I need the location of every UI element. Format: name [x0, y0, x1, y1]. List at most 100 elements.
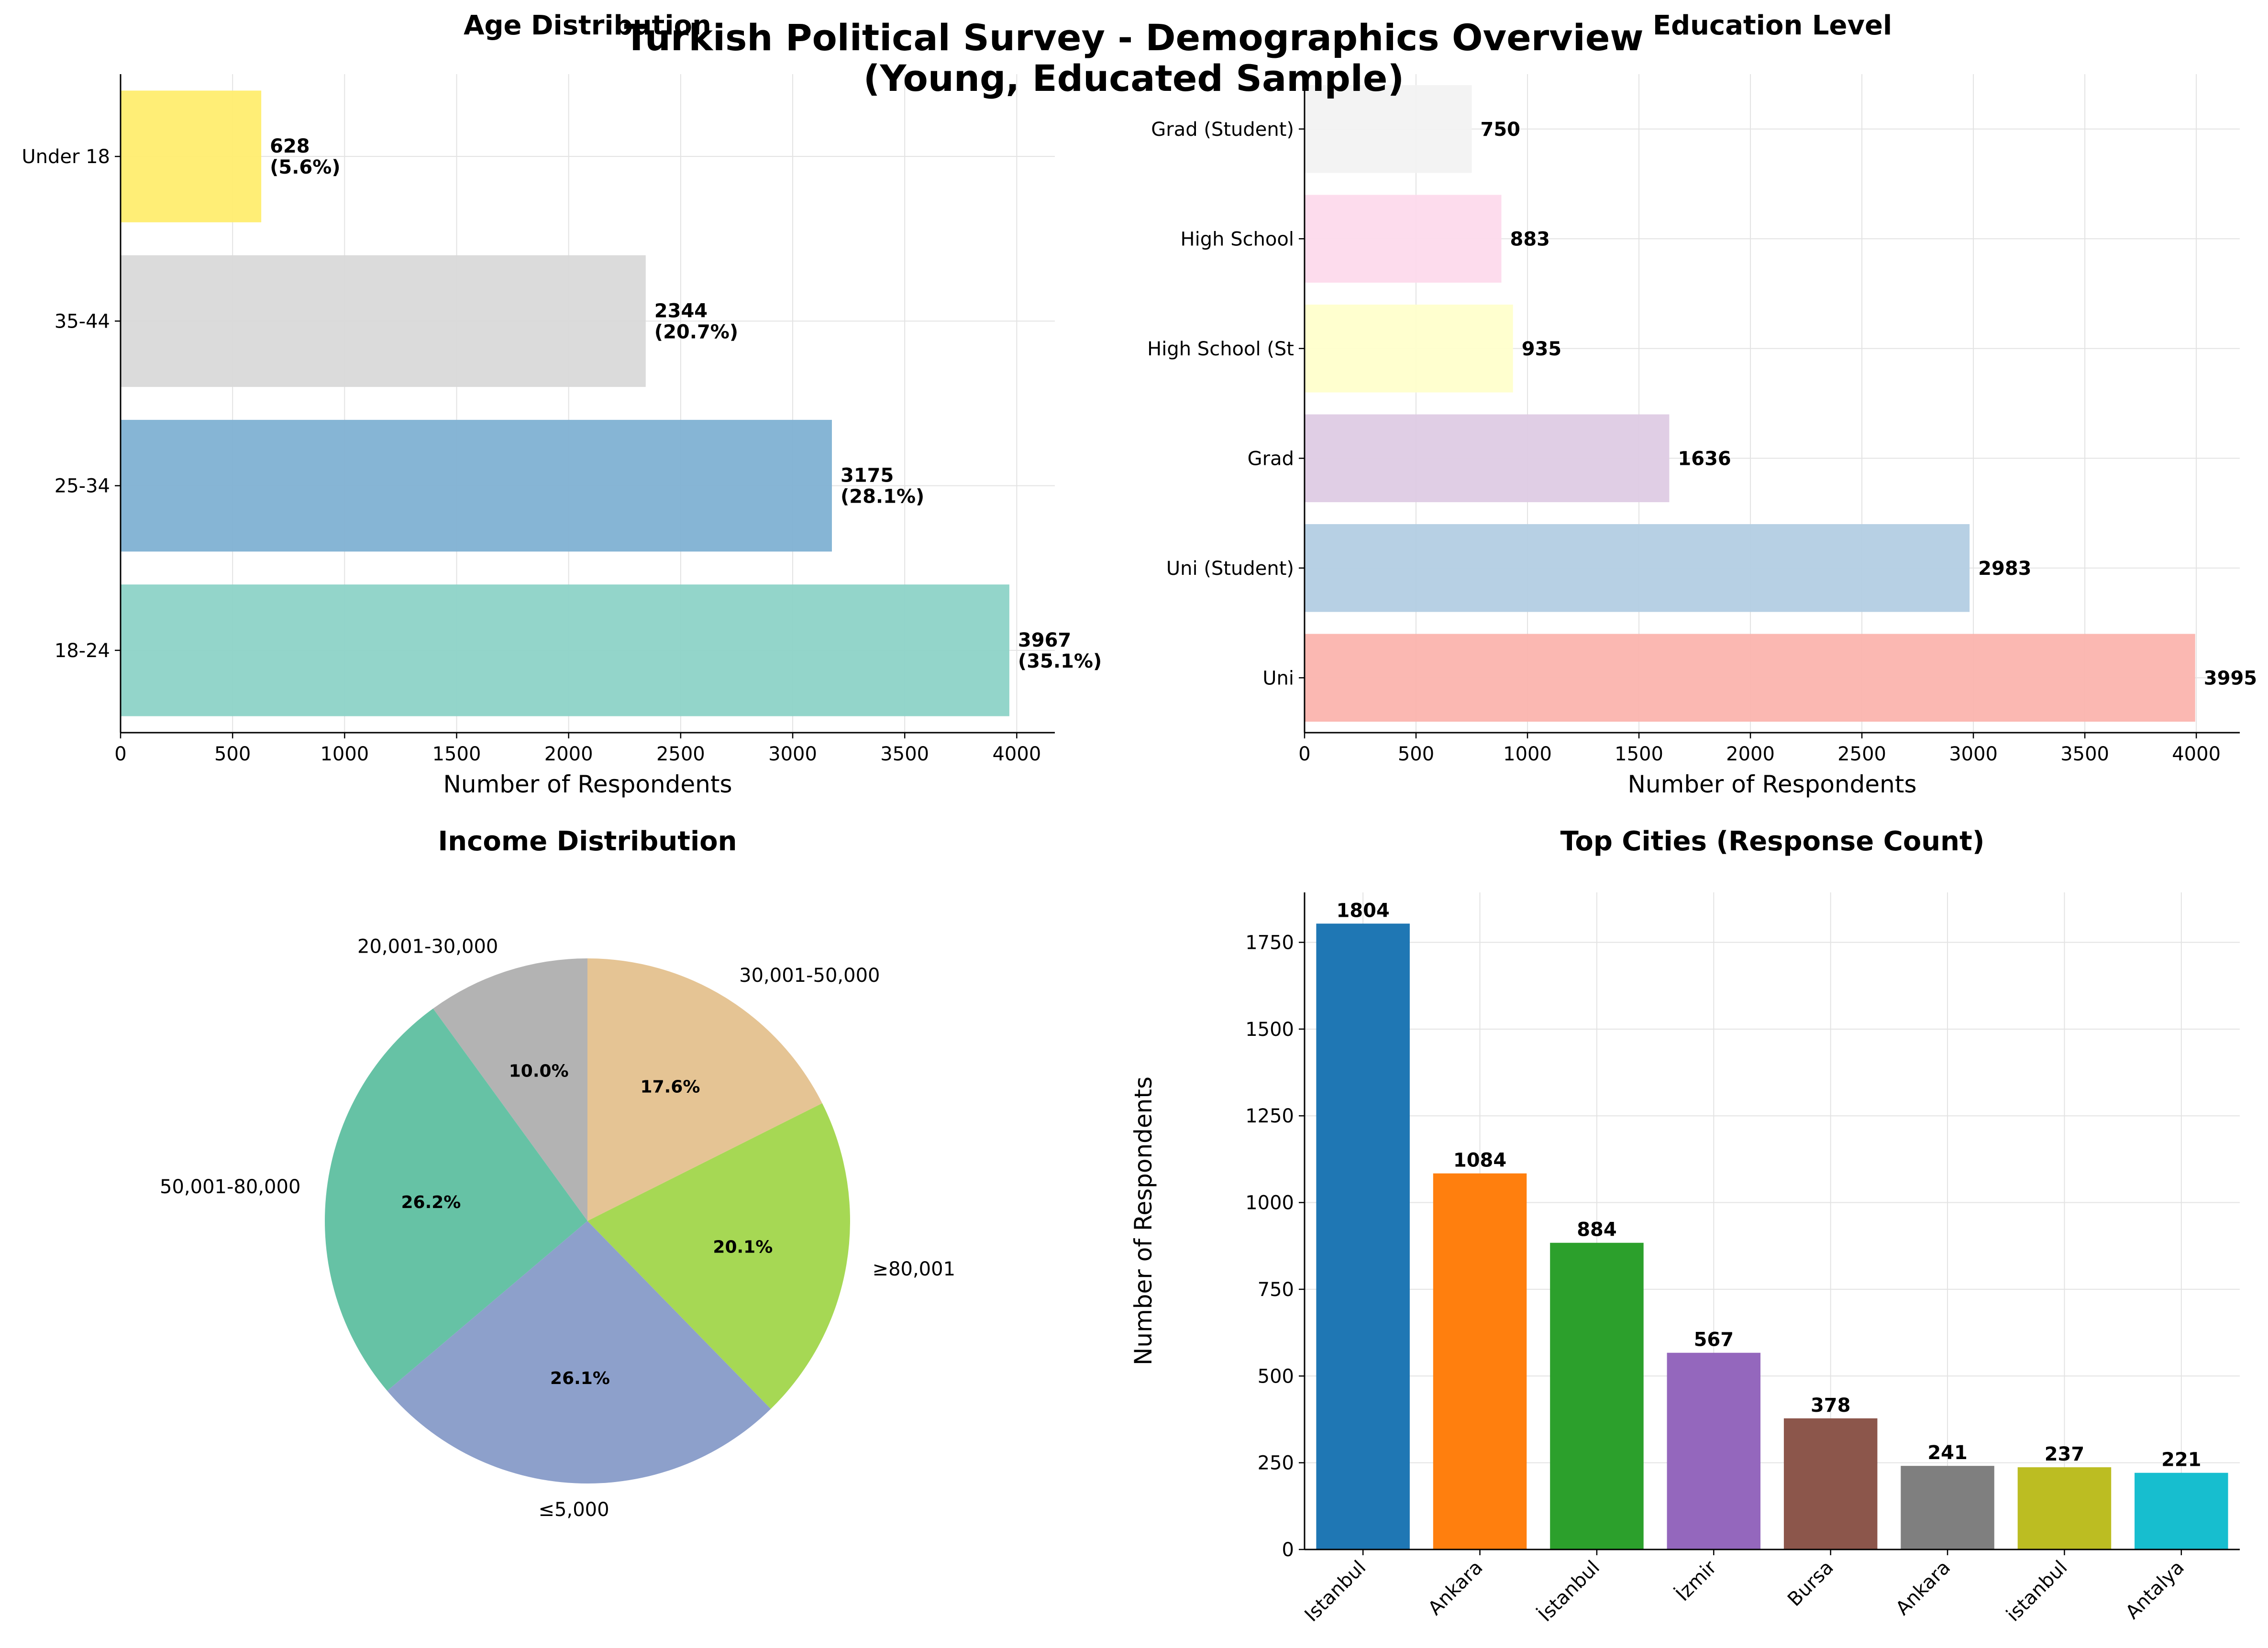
bar-value-label: 1636 [1678, 448, 1731, 470]
y-tick-label: 500 [1258, 1365, 1294, 1387]
age-chart: 3967 (35.1%) 18-24 3175 (28.1%) 25-34 2344 (20.… [22, 10, 1102, 798]
bar [1667, 1352, 1761, 1549]
bar [121, 90, 262, 222]
x-axis-title: Number of Respondents [443, 770, 732, 798]
y-tick-label: 1250 [1245, 1105, 1294, 1127]
y-tick-label: Grad [1248, 448, 1294, 470]
y-tick-label: High School [1181, 228, 1294, 250]
x-tick-label: 2500 [656, 743, 705, 765]
y-tick-label: 25-34 [55, 475, 110, 497]
bar-value-label: 378 [1811, 1395, 1851, 1417]
x-tick-label: 1500 [1615, 743, 1663, 765]
y-tick-label: Under 18 [22, 146, 110, 168]
figure-title-line1: Turkish Political Survey - Demographics … [624, 16, 1643, 59]
x-tick-label: 2500 [1837, 743, 1886, 765]
x-tick-label: 3500 [880, 743, 929, 765]
bar-value-label: 3175 (28.1%) [841, 465, 924, 508]
bar-value-label: 241 [1927, 1442, 1968, 1464]
pie-percent-label: 17.6% [641, 1077, 700, 1097]
bar-value-label: 1804 [1337, 900, 1390, 922]
y-tick-label: High School (St [1147, 338, 1294, 360]
y-tick-label: 18-24 [55, 640, 110, 662]
x-tick-label: 1000 [320, 743, 369, 765]
pie-percent-label: 26.1% [550, 1369, 610, 1388]
bar [2135, 1472, 2228, 1549]
bar-value-label: 3967 (35.1%) [1018, 629, 1102, 672]
pie-category-label: 50,001-80,000 [160, 1176, 300, 1198]
bar [1901, 1466, 1994, 1549]
y-tick-label: 1000 [1245, 1192, 1294, 1214]
x-tick-label: 3000 [768, 743, 817, 765]
x-tick-label: 2000 [1726, 743, 1775, 765]
y-tick-label: 750 [1258, 1279, 1294, 1301]
x-tick-label: 0 [1298, 743, 1310, 765]
y-tick-label: 0 [1282, 1539, 1294, 1561]
pie-percent-label: 10.0% [509, 1062, 569, 1081]
bar [1305, 524, 1970, 612]
bar [1305, 195, 1502, 283]
bar [1305, 634, 2195, 722]
bar-value-label: 2344 (20.7%) [654, 300, 738, 343]
x-tick-label: 1500 [432, 743, 481, 765]
bar-value-label: 3995 [2204, 667, 2257, 689]
bar [121, 584, 1009, 716]
figure-title-line2: (Young, Educated Sample) [863, 57, 1404, 99]
pie-category-label: 30,001-50,000 [739, 965, 880, 987]
x-tick-label: 0 [114, 743, 126, 765]
bar [2017, 1467, 2112, 1549]
y-tick-label: Uni (Student) [1166, 558, 1294, 580]
y-tick-label: 250 [1258, 1452, 1294, 1474]
x-tick-label: 500 [214, 743, 251, 765]
bar [1783, 1418, 1878, 1549]
bar-value-label: 567 [1694, 1329, 1734, 1351]
y-tick-label: 1750 [1245, 932, 1294, 954]
bar-value-label: 237 [2045, 1443, 2085, 1465]
chart-title: Education Level [1653, 10, 1892, 41]
y-axis-title: Number of Respondents [1129, 1077, 1157, 1365]
x-tick-label: 4000 [992, 743, 1041, 765]
bar [1550, 1242, 1644, 1549]
bar-value-label: 2983 [1978, 558, 2031, 580]
pie-slice [433, 958, 587, 1221]
bar [1305, 414, 1670, 503]
y-tick-label: 35-44 [55, 310, 110, 332]
pie-slice [587, 1103, 851, 1409]
pie-slice [324, 1008, 587, 1391]
y-tick-label: 1500 [1245, 1019, 1294, 1041]
x-tick-label: 3500 [2060, 743, 2109, 765]
pie-category-label: 20,001-30,000 [357, 936, 498, 958]
x-axis-title: Number of Respondents [1627, 770, 1916, 798]
bar [1305, 85, 1472, 173]
pie-slice [587, 958, 822, 1221]
chart-title: Top Cities (Response Count) [1560, 826, 1985, 857]
pie-category-label: ≤5,000 [539, 1499, 609, 1521]
x-tick-label: 500 [1398, 743, 1434, 765]
y-tick-label: Grad (Student) [1151, 119, 1294, 141]
bar [121, 255, 646, 387]
x-tick-label: 4000 [2172, 743, 2221, 765]
edu-chart: 3995 Uni 2983 Uni (Student) 1636 Grad 935 High … [1147, 10, 2257, 798]
bar-value-label: 750 [1481, 119, 1521, 141]
bar-value-label: 628 (5.6%) [270, 135, 341, 178]
x-tick-label: 1000 [1503, 743, 1552, 765]
pie-percent-label: 26.2% [401, 1193, 461, 1212]
pie-category-label: ≥80,001 [873, 1258, 955, 1280]
bar-value-label: 1084 [1453, 1150, 1506, 1172]
y-tick-label: Uni [1262, 667, 1294, 689]
bar [1433, 1173, 1527, 1549]
chart-title: Income Distribution [438, 826, 737, 857]
bar-value-label: 221 [2161, 1449, 2202, 1471]
bar [1305, 304, 1513, 393]
bar-value-label: 935 [1522, 338, 1562, 360]
pie-slice [387, 1221, 771, 1483]
bar [121, 419, 832, 552]
bar-value-label: 883 [1510, 228, 1550, 250]
x-tick-label: 3000 [1949, 743, 1998, 765]
chart-title: Age Distribution [464, 10, 711, 41]
bar [1316, 923, 1410, 1549]
bar-value-label: 884 [1577, 1219, 1617, 1241]
income-chart: 10.0% 20,001-30,000 26.2% 50,001-80,000 26.1… [160, 826, 955, 1521]
pie-percent-label: 20.1% [713, 1238, 773, 1257]
